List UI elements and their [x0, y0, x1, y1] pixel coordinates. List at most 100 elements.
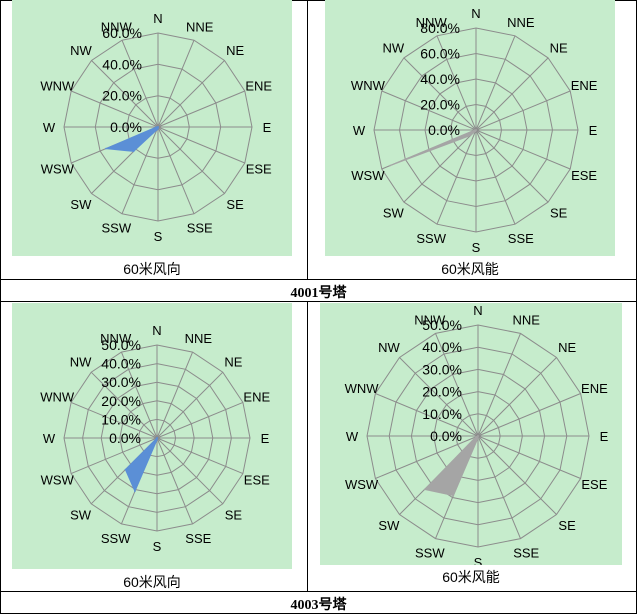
direction-label: ENE — [571, 78, 598, 93]
grid-spoke — [157, 40, 195, 128]
radial-tick-label: 30.0% — [422, 361, 462, 377]
grid-spoke — [156, 351, 194, 439]
grid-spoke — [399, 357, 479, 437]
direction-label: S — [472, 240, 481, 255]
direction-label: ESE — [581, 477, 607, 492]
table-rule — [0, 591, 637, 592]
direction-label: S — [153, 539, 162, 554]
direction-label: NNW — [416, 15, 448, 30]
radial-tick-label: 10.0% — [101, 411, 141, 427]
grid-spoke — [375, 393, 479, 437]
direction-label: N — [473, 303, 482, 318]
radial-tick-label: 0.0% — [109, 430, 141, 446]
data-point — [156, 129, 158, 131]
direction-label: NE — [224, 355, 242, 370]
table-rule-middle — [307, 0, 308, 280]
direction-label: SE — [226, 197, 244, 212]
radial-tick-label: 20.0% — [422, 384, 462, 400]
data-point — [157, 126, 159, 128]
grid-spoke — [156, 437, 244, 475]
grid-spoke — [477, 435, 521, 539]
direction-label: WNW — [351, 78, 386, 93]
direction-label: SSE — [508, 231, 534, 246]
grid-spoke — [475, 129, 571, 170]
radial-tick-label: 80.0% — [420, 20, 460, 36]
direction-label: NW — [70, 355, 92, 370]
direction-label: NNW — [414, 313, 446, 328]
grid-spoke — [157, 60, 225, 128]
chart-caption: 60米风能 — [441, 261, 499, 277]
radial-tick-label: 40.0% — [422, 339, 462, 355]
radial-tick-label: 60.0% — [102, 25, 142, 41]
tower-label: 4003号塔 — [290, 598, 347, 613]
grid-spoke — [403, 129, 477, 203]
grid-spoke — [157, 126, 225, 194]
direction-label: SSW — [101, 531, 131, 546]
grid-spoke — [90, 371, 158, 439]
direction-label: WSW — [41, 472, 75, 487]
grid-spoke — [477, 393, 581, 437]
data-point — [156, 439, 158, 441]
chart-panel: N NNE NE ENE E ESE SE SSE S SSW SW WSW W WNW NW NNW 0.0%… — [325, 0, 615, 256]
data-point — [477, 437, 479, 439]
direction-label: WSW — [345, 477, 379, 492]
direction-label: NE — [550, 40, 568, 55]
chart-panel: N NNE NE ENE E ESE SE SSE S SSW SW WSW W WNW NW NNW 0.0%… — [320, 303, 622, 565]
radial-tick-label: 20.0% — [420, 97, 460, 113]
direction-label: ENE — [581, 381, 608, 396]
grid-spoke — [91, 60, 159, 128]
data-point — [473, 129, 476, 131]
grid-spoke — [121, 126, 159, 214]
radial-tick-label: 40.0% — [102, 56, 142, 72]
table-rule-top — [0, 0, 637, 1]
data-point — [423, 488, 426, 491]
grid-spoke — [157, 90, 245, 128]
direction-label: NW — [378, 340, 400, 355]
direction-label: SW — [70, 507, 92, 522]
data-point — [157, 127, 159, 130]
grid-spoke — [381, 90, 477, 131]
direction-label: WNW — [345, 381, 380, 396]
direction-label: N — [152, 323, 161, 338]
data-point — [474, 130, 477, 132]
direction-label: ENE — [243, 390, 270, 405]
direction-label: W — [353, 123, 366, 138]
radial-tick-label: 0.0% — [110, 119, 142, 135]
grid-spoke — [70, 401, 158, 439]
radial-tick-label: 20.0% — [101, 393, 141, 409]
grid-spoke — [156, 401, 244, 439]
grid-spoke — [436, 129, 477, 225]
direction-label: N — [471, 6, 480, 21]
grid-spoke — [70, 437, 158, 475]
data-point — [132, 150, 135, 153]
direction-label: E — [263, 120, 272, 135]
direction-label: E — [600, 429, 609, 444]
direction-label: S — [154, 229, 163, 244]
grid-spoke — [477, 333, 521, 437]
radar-chart-wind-direction: N NNE NE ENE E ESE SE SSE S SSW SW WSW W WNW NW NNW 0.0%… — [40, 11, 272, 244]
chart-caption: 60米风能 — [442, 569, 500, 585]
direction-label: SSW — [101, 221, 131, 236]
table-rule — [0, 301, 637, 302]
tower-label: 4001号塔 — [290, 286, 347, 301]
direction-label: WSW — [41, 162, 75, 177]
grid-spoke — [475, 57, 549, 131]
grid-spoke — [475, 129, 549, 203]
grid-spoke — [121, 40, 159, 128]
direction-label: ESE — [571, 168, 597, 183]
data-point — [452, 494, 455, 497]
direction-label: W — [346, 429, 359, 444]
direction-label: NNW — [101, 19, 133, 34]
direction-label: SW — [378, 518, 400, 533]
chart-panel: N NNE NE ENE E ESE SE SSE S SSW SW WSW W WNW NW NNW 0.0%… — [12, 0, 292, 256]
radial-tick-label: 60.0% — [420, 46, 460, 62]
series-area — [423, 435, 479, 497]
direction-label: E — [589, 123, 598, 138]
data-point — [134, 490, 136, 493]
grid-spoke — [475, 35, 516, 131]
direction-label: SSE — [187, 221, 213, 236]
radial-tick-label: 20.0% — [102, 88, 142, 104]
data-point — [105, 147, 107, 150]
chart-caption: 60米风向 — [123, 574, 181, 590]
